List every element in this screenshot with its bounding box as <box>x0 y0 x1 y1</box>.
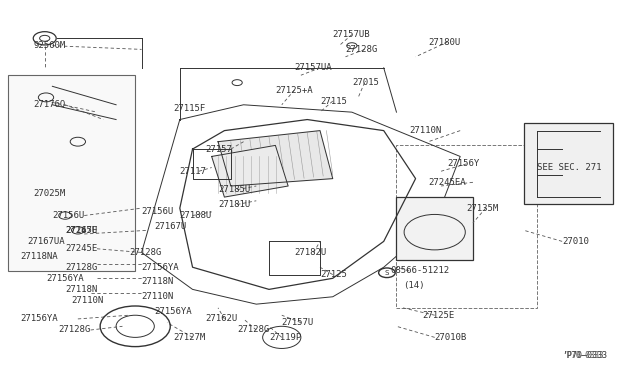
Text: 08566-51212: 08566-51212 <box>390 266 449 275</box>
Text: 27110N: 27110N <box>141 292 174 301</box>
Text: 27010: 27010 <box>562 237 589 246</box>
Text: 27181U: 27181U <box>218 200 250 209</box>
Text: 27118N: 27118N <box>65 285 97 294</box>
Bar <box>8 75 135 271</box>
Text: 27128G: 27128G <box>346 45 378 54</box>
Text: 27125E: 27125E <box>422 311 454 320</box>
Text: 27167UA: 27167UA <box>27 237 65 246</box>
Bar <box>524 123 613 205</box>
Text: 27127M: 27127M <box>173 333 205 342</box>
Polygon shape <box>218 131 333 186</box>
Text: 27185U: 27185U <box>218 185 250 194</box>
Text: SEE SEC. 271: SEE SEC. 271 <box>537 163 601 172</box>
Text: 27110N: 27110N <box>409 126 442 135</box>
Text: 27128G: 27128G <box>59 326 91 334</box>
Text: 27015: 27015 <box>352 78 379 87</box>
Text: 27245E: 27245E <box>65 226 97 235</box>
Text: 27156U: 27156U <box>141 207 174 217</box>
Text: 27157: 27157 <box>205 145 232 154</box>
Text: 27156YA: 27156YA <box>141 263 179 272</box>
Text: 27176Q: 27176Q <box>33 100 65 109</box>
Text: 27125+A: 27125+A <box>275 86 313 94</box>
Text: 92560M: 92560M <box>33 41 65 50</box>
Text: 27157UA: 27157UA <box>294 63 332 72</box>
Text: 27110N: 27110N <box>72 296 104 305</box>
Text: (14): (14) <box>403 281 424 290</box>
Text: 27157UB: 27157UB <box>333 30 371 39</box>
Text: 27188U: 27188U <box>180 211 212 220</box>
Text: 27117: 27117 <box>180 167 207 176</box>
Text: 27156YA: 27156YA <box>20 314 58 323</box>
Text: 27128G: 27128G <box>129 248 161 257</box>
Text: 27025M: 27025M <box>33 189 65 198</box>
Bar <box>396 145 537 308</box>
Text: 27167U: 27167U <box>154 222 187 231</box>
Text: 27156YA: 27156YA <box>154 307 192 316</box>
Text: 27156U: 27156U <box>52 211 84 220</box>
Text: 27125: 27125 <box>320 270 347 279</box>
Text: 27245EA: 27245EA <box>428 178 466 187</box>
Text: 27128G: 27128G <box>237 326 269 334</box>
Text: 27182U: 27182U <box>294 248 327 257</box>
Text: S: S <box>384 270 388 276</box>
Text: 27162U: 27162U <box>205 314 237 323</box>
Text: 27156Y: 27156Y <box>447 159 480 169</box>
Polygon shape <box>212 145 288 197</box>
Text: 27156YA: 27156YA <box>46 274 84 283</box>
Text: 27119P: 27119P <box>269 333 301 342</box>
Text: 27115F: 27115F <box>173 104 205 113</box>
Text: ’P70—0333: ’P70—0333 <box>562 350 604 359</box>
Text: 27245E: 27245E <box>65 244 97 253</box>
Text: 27157U: 27157U <box>282 318 314 327</box>
Text: 27115: 27115 <box>320 97 347 106</box>
Text: 27180U: 27180U <box>428 38 461 46</box>
Text: 27135M: 27135M <box>467 203 499 213</box>
Text: 27118NA: 27118NA <box>20 251 58 261</box>
Text: 27118N: 27118N <box>141 278 174 286</box>
Text: 27128G: 27128G <box>65 263 97 272</box>
Bar <box>396 197 473 260</box>
Text: 27167U: 27167U <box>65 226 97 235</box>
Text: 27010B: 27010B <box>435 333 467 342</box>
Text: ’P70—0333: ’P70—0333 <box>562 351 607 360</box>
